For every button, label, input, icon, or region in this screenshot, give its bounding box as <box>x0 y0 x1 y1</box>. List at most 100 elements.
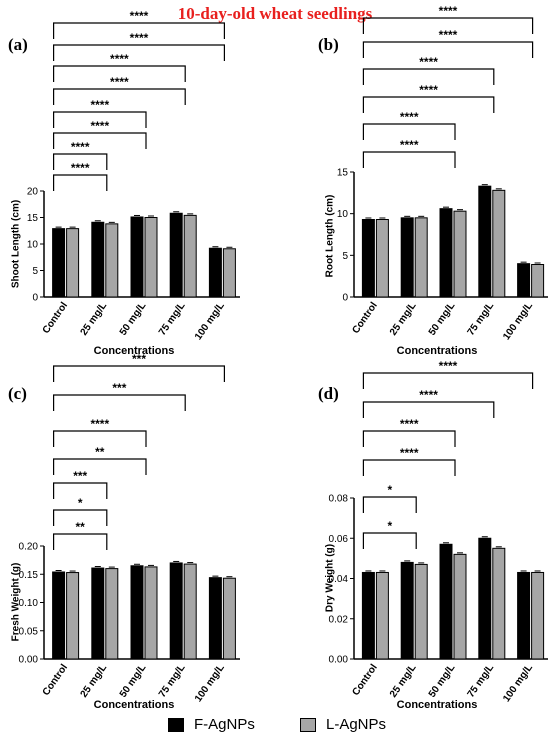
panel-c-x-tick-label: Control <box>41 662 71 698</box>
panel-c-bar-f-agnps <box>208 577 222 660</box>
panel-a-y-tick-label: 5 <box>32 266 38 277</box>
panel-a-bar-f-agnps <box>91 221 105 298</box>
panel-b-bar-f-agnps <box>478 185 492 298</box>
panel-c-y-tick-label: 0.20 <box>19 542 39 553</box>
panel-d-x-axis-label: Concentrations <box>397 699 478 711</box>
panel-d-bar-f-agnps <box>517 571 531 660</box>
panel-d-significance-bracket <box>362 532 417 549</box>
legend-item-f-agnps: F-AgNPs <box>168 716 255 733</box>
panel-c-label: (c) <box>8 384 27 403</box>
panel-c-significance-bracket <box>53 509 108 526</box>
panel-a-significance-bracket <box>53 65 186 82</box>
panel-b-significance-label: **** <box>439 28 458 42</box>
panel-c-significance-label: *** <box>132 352 146 366</box>
panel-d-bar-l-agnps <box>453 553 467 660</box>
panel-d-significance-bracket <box>362 496 417 513</box>
panel-c-bar-l-agnps <box>105 568 119 660</box>
panel-a-bar-l-agnps <box>144 217 158 298</box>
panel-b-bar-f-agnps <box>517 263 531 298</box>
panel-d-significance-bracket <box>362 372 534 389</box>
panel-d-label: (d) <box>318 384 339 403</box>
panel-d-bar-f-agnps <box>400 561 414 660</box>
panel-c-bar-l-agnps <box>144 566 158 660</box>
panel-d-bar-f-agnps <box>361 571 375 660</box>
panel-c-significance-bracket <box>53 482 108 499</box>
panel-b-significance-bracket <box>362 151 456 168</box>
panel-c-x-tick-label: 75 mg/L <box>157 662 188 699</box>
panel-c-bar-l-agnps <box>66 572 80 660</box>
panel-c-significance-label: *** <box>73 469 87 483</box>
panel-d-significance-label: * <box>387 519 392 533</box>
panel-b-y-tick-label: 5 <box>342 251 348 262</box>
panel-d-x-tick-label: 75 mg/L <box>466 662 497 699</box>
panel-a-bar-f-agnps <box>52 228 66 298</box>
panel-d-y-tick-label: 0.02 <box>329 614 349 625</box>
panel-b-significance-label: **** <box>439 4 458 18</box>
legend-swatch-f-agnps <box>168 717 184 732</box>
panel-b-label: (b) <box>318 35 339 54</box>
panel-c-significance-label: *** <box>112 381 126 395</box>
panel-b-y-axis-label: Root Length (cm) <box>324 195 335 278</box>
panel-c-y-tick-label: 0.10 <box>19 598 39 609</box>
panel-d-y-tick-label: 0.06 <box>329 534 349 545</box>
panel-a-bar-l-agnps <box>183 214 197 298</box>
panel-a-x-tick-label: 100 mg/L <box>193 300 227 342</box>
panel-d-y-tick-label: 0.08 <box>329 494 349 505</box>
panel-a-significance-label: **** <box>130 31 149 45</box>
panel-a-significance-label: **** <box>90 119 109 133</box>
panel-b-x-tick-label: 75 mg/L <box>466 300 497 337</box>
panel-b-bar-l-agnps <box>375 219 389 298</box>
panel-b-significance-label: **** <box>400 138 419 152</box>
panel-a-significance-bracket <box>53 88 186 105</box>
panel-a-bar-l-agnps <box>66 228 80 298</box>
panel-b-significance-label: **** <box>419 83 438 97</box>
panel-b-x-tick-label: 100 mg/L <box>501 300 535 342</box>
panel-a-bar-l-agnps <box>222 248 236 298</box>
panel-b-significance-bracket <box>362 17 534 34</box>
panel-a-significance-bracket <box>53 174 108 191</box>
panel-b-significance-bracket <box>362 68 495 85</box>
panel-a-significance-bracket <box>53 132 147 149</box>
panel-d-significance-label: * <box>387 483 392 497</box>
panel-b-bar-l-agnps <box>531 264 545 298</box>
panel-d-bar-l-agnps <box>375 571 389 660</box>
panel-d-y-tick-label: 0.04 <box>329 574 349 585</box>
panel-c-significance-bracket <box>53 533 108 550</box>
panel-d-x-tick-label: Control <box>350 662 380 698</box>
panel-a-x-tick-label: 25 mg/L <box>79 300 110 337</box>
panel-b-bar-f-agnps <box>361 219 375 298</box>
panel-c-significance-bracket <box>53 458 147 475</box>
panel-d-bar-f-agnps <box>478 537 492 660</box>
panel-c-bar-l-agnps <box>183 563 197 660</box>
panel-a-y-tick-label: 10 <box>27 240 39 251</box>
panel-c-significance-label: ** <box>95 445 105 459</box>
panel-a-significance-bracket <box>53 44 225 61</box>
panel-c-significance-bracket <box>53 430 147 447</box>
panel-a-y-tick-label: 20 <box>27 187 39 198</box>
panel-b-y-tick-label: 0 <box>342 293 348 304</box>
panel-c-significance-bracket <box>53 394 186 411</box>
panel-b-significance-label: **** <box>400 110 419 124</box>
panel-b-x-axis-label: Concentrations <box>397 345 478 357</box>
panel-a-significance-label: **** <box>110 75 129 89</box>
panel-b-bar-l-agnps <box>453 210 467 298</box>
panel-b-y-tick-label: 10 <box>337 209 349 220</box>
panel-c-significance-label: ** <box>76 520 86 534</box>
panel-b-bar-f-agnps <box>439 208 453 298</box>
panel-a-significance-label: **** <box>71 161 90 175</box>
panel-d-significance-bracket <box>362 401 495 418</box>
panel-a-x-axis-label: Concentrations <box>94 345 175 357</box>
panel-a-significance-bracket <box>53 153 108 170</box>
panel-c-x-axis-label: Concentrations <box>94 699 175 711</box>
panel-b-x-tick-label: Control <box>350 300 380 336</box>
panel-a-bar-l-agnps <box>105 223 119 298</box>
panel-d-bar-l-agnps <box>531 571 545 660</box>
panel-c-x-tick-label: 25 mg/L <box>79 662 110 699</box>
panel-d-bar-l-agnps <box>414 563 428 660</box>
panel-a-y-tick-label: 0 <box>32 293 38 304</box>
panel-a-y-tick-label: 15 <box>27 213 39 224</box>
figure-canvas: (a) 0 5 10 15 20 Shoot Length (cm) Concentratio… <box>8 4 548 711</box>
panel-d-y-axis-label: Dry Weight (g) <box>324 544 335 612</box>
legend-swatch-l-agnps <box>300 717 316 732</box>
panel-b-significance-bracket <box>362 41 534 58</box>
